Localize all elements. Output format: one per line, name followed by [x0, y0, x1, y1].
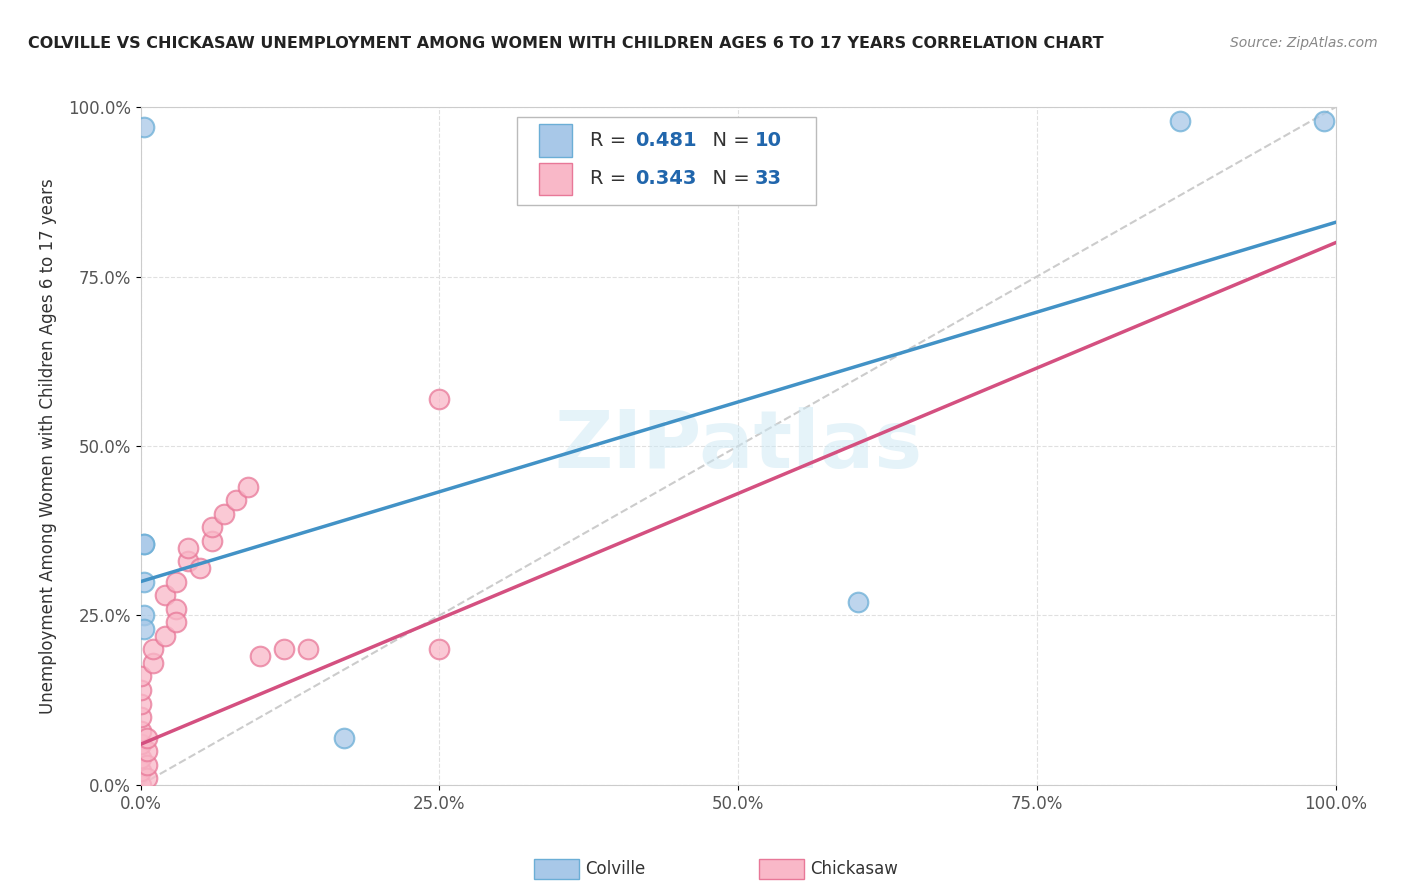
Point: [297, 642, 319, 657]
Point: [129, 710, 152, 724]
Text: COLVILLE VS CHICKASAW UNEMPLOYMENT AMONG WOMEN WITH CHILDREN AGES 6 TO 17 YEARS : COLVILLE VS CHICKASAW UNEMPLOYMENT AMONG…: [28, 36, 1104, 51]
Text: N =: N =: [700, 169, 756, 188]
Point: [166, 601, 188, 615]
Point: [225, 493, 247, 508]
Point: [129, 764, 152, 779]
FancyBboxPatch shape: [517, 117, 815, 205]
Point: [135, 744, 157, 758]
Point: [177, 554, 200, 568]
Point: [188, 561, 212, 575]
Text: Colville: Colville: [585, 860, 645, 878]
Point: [214, 507, 236, 521]
Point: [135, 757, 157, 772]
Point: [135, 731, 157, 745]
Text: 0.481: 0.481: [636, 131, 697, 150]
Point: [129, 683, 152, 698]
Point: [201, 520, 224, 534]
Point: [201, 533, 224, 548]
Point: [166, 615, 188, 630]
Point: [333, 731, 356, 745]
Point: [249, 649, 271, 664]
Point: [129, 669, 152, 683]
Point: [134, 574, 156, 589]
Point: [134, 537, 156, 551]
Text: 33: 33: [755, 169, 782, 188]
Text: Chickasaw: Chickasaw: [810, 860, 898, 878]
Point: [134, 537, 156, 551]
Point: [1313, 113, 1336, 128]
Point: [236, 480, 259, 494]
Point: [427, 392, 450, 406]
Point: [1170, 113, 1192, 128]
Point: [427, 642, 450, 657]
Point: [177, 541, 200, 555]
Point: [153, 588, 176, 602]
Text: 10: 10: [755, 131, 782, 150]
Point: [134, 120, 156, 135]
Text: N =: N =: [700, 131, 756, 150]
Point: [135, 771, 157, 785]
Point: [134, 608, 156, 623]
Y-axis label: Unemployment Among Women with Children Ages 6 to 17 years: Unemployment Among Women with Children A…: [39, 178, 56, 714]
Bar: [538, 124, 572, 156]
Text: ZIPatlas: ZIPatlas: [554, 407, 922, 485]
Bar: [538, 162, 572, 195]
Point: [273, 642, 295, 657]
Point: [129, 751, 152, 765]
Text: Source: ZipAtlas.com: Source: ZipAtlas.com: [1230, 36, 1378, 50]
Point: [153, 629, 176, 643]
Point: [134, 622, 156, 636]
Point: [129, 737, 152, 751]
Point: [129, 723, 152, 738]
Text: 0.343: 0.343: [636, 169, 697, 188]
Point: [141, 642, 163, 657]
Text: R =: R =: [591, 131, 633, 150]
Point: [166, 574, 188, 589]
Text: R =: R =: [591, 169, 633, 188]
Point: [129, 697, 152, 711]
Point: [846, 595, 869, 609]
Point: [141, 656, 163, 670]
Point: [129, 778, 152, 792]
